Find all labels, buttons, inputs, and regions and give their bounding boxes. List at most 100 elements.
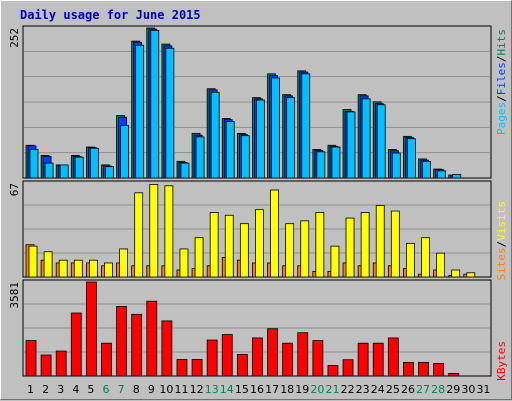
pages-bar	[44, 162, 54, 179]
x-tick-label: 2	[42, 383, 49, 396]
pages-bar	[195, 136, 205, 179]
kbytes-bar	[146, 300, 158, 377]
pages-bar	[135, 44, 145, 179]
pages-bar	[256, 99, 265, 179]
top-legend: Pages/Files/Hits	[495, 29, 508, 135]
kbytes-bar	[418, 361, 429, 377]
x-tick-label: 21	[325, 383, 339, 396]
sites-bar	[28, 245, 38, 278]
sites-bar	[43, 251, 53, 278]
kbytes-bar	[312, 340, 324, 377]
y-max-label-hits: 252	[8, 28, 21, 48]
pages-bar	[331, 146, 341, 179]
sites-bar	[149, 184, 159, 278]
x-tick-label: 28	[431, 383, 445, 396]
x-tick-label: 18	[280, 383, 294, 396]
sites-bar	[239, 223, 249, 278]
sites-bar	[360, 212, 370, 278]
x-tick-label: 19	[295, 383, 309, 396]
x-tick-label: 4	[72, 383, 79, 396]
kbytes-bar	[55, 350, 67, 377]
x-tick-label: 16	[250, 383, 264, 396]
pages-bar	[361, 98, 371, 179]
chart-title: Daily usage for June 2015	[20, 8, 201, 22]
x-tick-label: 23	[356, 383, 370, 396]
pages-bar	[301, 73, 311, 179]
sites-bar	[300, 220, 310, 278]
pages-bar	[165, 47, 175, 179]
kbytes-bar	[342, 359, 354, 377]
x-tick-label: 12	[190, 383, 204, 396]
sites-bar	[406, 242, 415, 278]
kbytes-bar	[387, 337, 399, 377]
kbytes-bar	[221, 334, 233, 377]
kbytes-bar	[252, 337, 263, 377]
x-tick-label: 6	[103, 383, 110, 396]
kbytes-bar	[282, 342, 294, 377]
x-tick-label: 3	[57, 383, 64, 396]
sites-bar	[436, 252, 446, 278]
pages-bar	[452, 174, 462, 179]
sites-bar	[375, 205, 385, 278]
sites-bar	[73, 259, 83, 278]
kbytes-bar	[85, 281, 97, 377]
kbytes-bar	[131, 313, 143, 377]
pages-bar	[59, 164, 69, 179]
pages-bar	[29, 149, 39, 179]
x-tick-label: 25	[386, 383, 400, 396]
kbytes-bar	[116, 306, 127, 377]
sites-bar	[104, 262, 113, 278]
kbytes-bar	[448, 372, 460, 377]
sites-bar	[88, 259, 98, 278]
x-tick-label: 26	[401, 383, 415, 396]
kbytes-bar	[161, 320, 173, 377]
pages-bar	[180, 162, 190, 179]
kbytes-bar	[357, 342, 369, 377]
kbytes-bar	[176, 359, 188, 377]
sites-bar	[421, 237, 430, 278]
sites-bar	[194, 237, 204, 278]
kbytes-bar	[372, 342, 384, 377]
pages-bar	[422, 160, 431, 179]
bottom-legend: KBytes	[495, 341, 508, 381]
x-tick-label: 13	[205, 383, 219, 396]
kbytes-bar	[40, 354, 52, 377]
top-legend-files: Files	[495, 62, 508, 95]
y-max-label-visits: 67	[8, 183, 21, 196]
middle-legend: Sites/Visits	[495, 201, 508, 281]
sites-bar	[390, 210, 400, 278]
x-tick-label: 30	[461, 383, 475, 396]
sites-bar	[134, 192, 144, 278]
sites-bar	[209, 212, 219, 278]
sites-bar	[224, 214, 234, 278]
pages-bar	[346, 111, 356, 179]
legend-separator: /	[495, 95, 508, 102]
x-tick-label: 22	[341, 383, 355, 396]
kbytes-bar	[403, 361, 414, 377]
sites-bar	[179, 248, 189, 278]
pages-bar	[240, 135, 250, 179]
y-max-label-kbytes: 3581	[8, 282, 21, 309]
pages-bar	[150, 29, 160, 179]
legend-separator: /	[495, 241, 508, 248]
pages-bar	[437, 170, 447, 179]
pages-bar	[225, 121, 235, 179]
sites-bar	[58, 259, 68, 278]
x-tick-label: 31	[476, 383, 490, 396]
sites-bar	[270, 189, 279, 278]
sites-bar	[451, 269, 461, 278]
pages-bar	[105, 166, 114, 179]
middle-legend-sites: Sites	[495, 247, 508, 280]
pages-bar	[376, 104, 386, 179]
pages-bar	[210, 91, 220, 179]
pages-bar	[286, 97, 296, 179]
top-legend-hits: Hits	[495, 29, 508, 56]
x-tick-label: 15	[235, 383, 249, 396]
sites-bar	[164, 185, 174, 278]
x-tick-label: 11	[175, 383, 189, 396]
pages-bar	[391, 152, 401, 179]
pages-bar	[271, 77, 280, 179]
kbytes-bar	[236, 354, 248, 377]
pages-bar	[89, 147, 99, 179]
